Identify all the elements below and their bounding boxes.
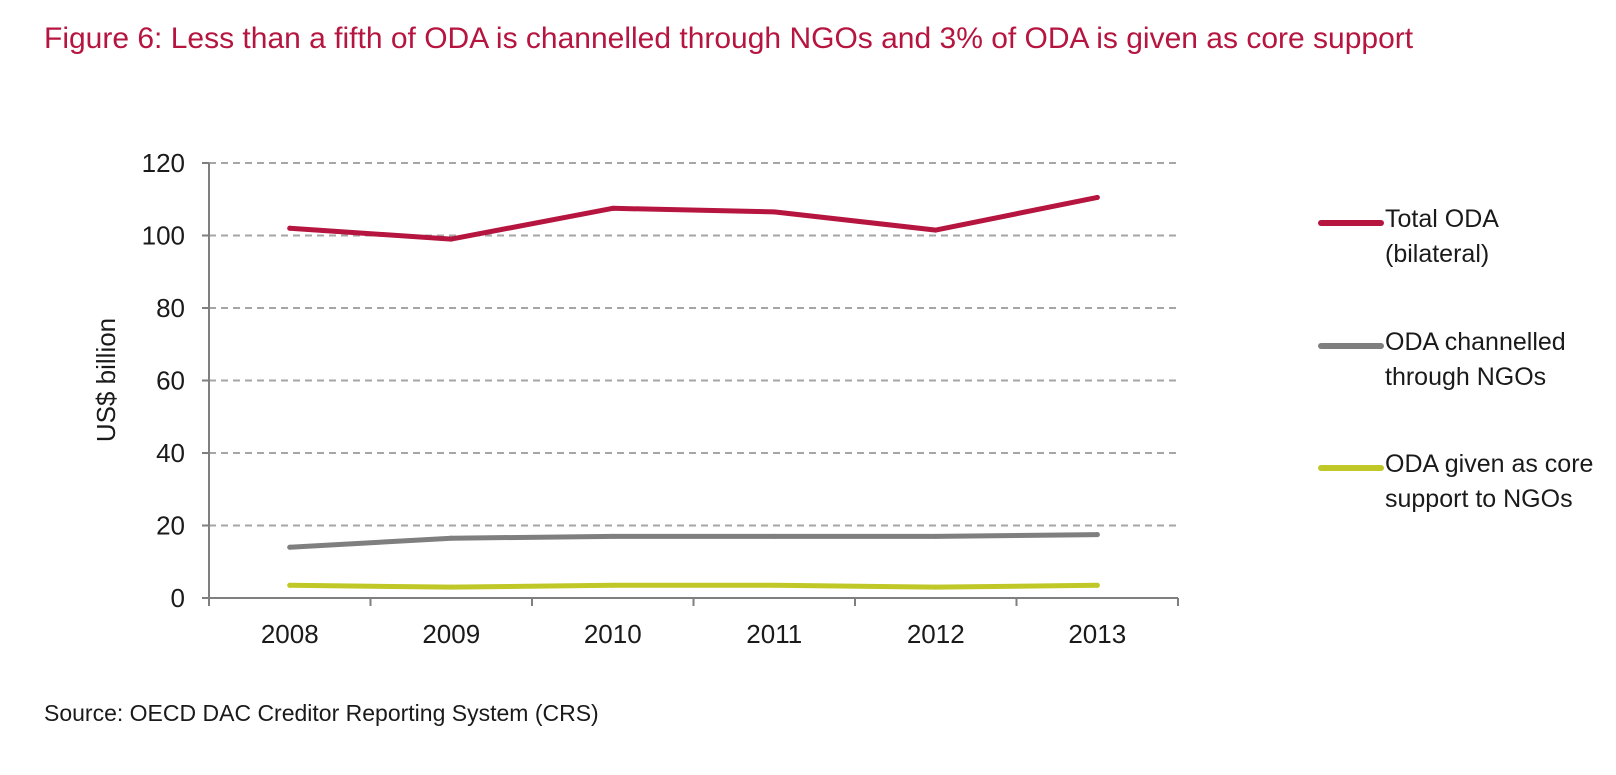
legend-swatch	[1318, 343, 1384, 349]
legend-label: ODA given as core support to NGOs	[1385, 450, 1594, 513]
data-point	[610, 205, 616, 211]
series-line-1	[287, 194, 1100, 242]
data-point	[610, 582, 616, 588]
series	[287, 194, 1100, 590]
y-tick-label: 20	[156, 511, 185, 541]
y-tick-label: 80	[156, 293, 185, 323]
legend-item: Total ODA (bilateral)	[1318, 202, 1595, 272]
x-tick-label: 2009	[422, 619, 480, 649]
source-note: Source: OECD DAC Creditor Reporting Syst…	[44, 700, 599, 726]
data-point	[610, 533, 616, 539]
data-point	[287, 582, 293, 588]
legend-label: Total ODA (bilateral)	[1385, 205, 1498, 268]
chart-title: Figure 6: Less than a fifth of ODA is ch…	[44, 22, 1414, 55]
data-point	[771, 533, 777, 539]
y-tick-label: 120	[142, 148, 185, 178]
data-point	[287, 544, 293, 550]
gridlines	[209, 162, 1178, 527]
series-line-2	[287, 532, 1100, 550]
legend-item: ODA channelled through NGOs	[1318, 325, 1595, 395]
data-point	[933, 584, 939, 590]
x-tick-label: 2010	[584, 619, 642, 649]
legend-label: ODA channelled through NGOs	[1385, 328, 1566, 391]
data-point	[1094, 532, 1100, 538]
data-point	[771, 209, 777, 215]
data-point	[448, 236, 454, 242]
series-line-3	[287, 582, 1100, 590]
data-point	[933, 227, 939, 233]
data-point	[933, 533, 939, 539]
y-tick-label: 60	[156, 366, 185, 396]
y-axis-label: US$ billion	[91, 318, 121, 442]
legend-swatch	[1318, 465, 1384, 471]
data-point	[448, 535, 454, 541]
data-point	[1094, 582, 1100, 588]
data-point	[287, 225, 293, 231]
data-point	[448, 584, 454, 590]
legend-swatch	[1318, 220, 1384, 226]
x-tick-label: 2008	[261, 619, 319, 649]
data-point	[771, 582, 777, 588]
legend-item: ODA given as core support to NGOs	[1318, 447, 1595, 517]
y-tick-label: 40	[156, 438, 185, 468]
y-tick-label: 0	[171, 583, 185, 613]
y-tick-label: 100	[142, 221, 185, 251]
x-tick-label: 2011	[746, 619, 802, 649]
data-point	[1094, 194, 1100, 200]
x-tick-label: 2013	[1068, 619, 1126, 649]
ticks: 0 20 40 60 80 100 120 2008 2009 2010 2011 2012 2013	[142, 148, 1179, 649]
x-tick-label: 2012	[907, 619, 965, 649]
